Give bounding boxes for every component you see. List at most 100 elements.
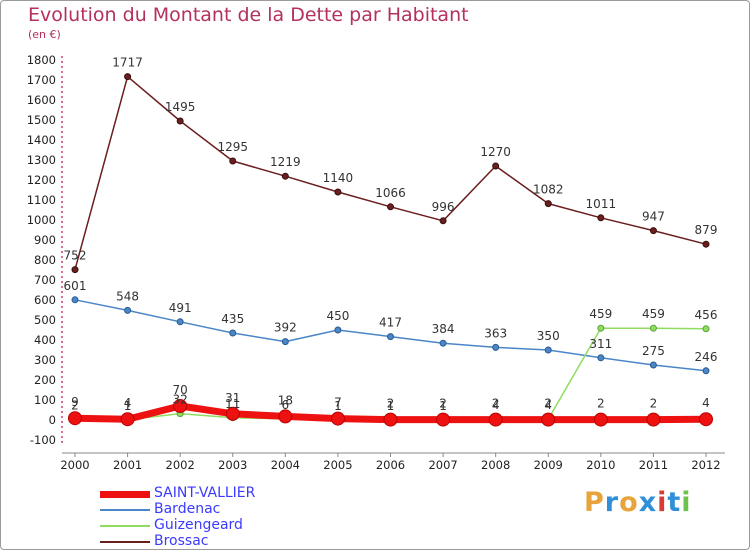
- y-tick-label: 1000: [27, 213, 56, 227]
- data-label-saint-vallier: 2: [544, 397, 552, 411]
- data-point-brossac: [176, 117, 184, 125]
- unit-label: (en €): [28, 28, 61, 41]
- data-point-guizengeard: [597, 324, 605, 332]
- logo-letter: t: [667, 487, 682, 518]
- y-tick-label: 1200: [27, 173, 56, 187]
- logo-letter: x: [638, 487, 658, 518]
- y-tick-label: 1300: [27, 153, 56, 167]
- x-tick-label: 2004: [271, 458, 300, 472]
- proxiti-logo: Proxiti: [584, 487, 692, 518]
- x-tick-label: 2000: [60, 458, 89, 472]
- data-point-bardenac: [71, 296, 79, 304]
- data-label-bardenac: 246: [695, 350, 718, 364]
- data-label-bardenac: 311: [589, 337, 612, 351]
- logo-letter: r: [604, 487, 620, 518]
- data-point-bardenac: [597, 354, 605, 362]
- data-point-saint-vallier: [68, 411, 82, 426]
- data-point-guizengeard: [649, 324, 657, 332]
- data-point-bardenac: [387, 333, 394, 341]
- data-label-bardenac: 350: [537, 329, 560, 343]
- x-tick-label: 2001: [113, 458, 142, 472]
- axes: -100 0 100 200 300 400 500 600 700 800 900 1000 1100…: [27, 53, 725, 472]
- data-point-saint-vallier: [593, 412, 608, 427]
- y-tick-label: 0: [49, 413, 56, 427]
- data-label-bardenac: 435: [221, 312, 244, 326]
- series-lines: [68, 73, 713, 427]
- x-tick-label: 2012: [691, 458, 720, 472]
- data-label-saint-vallier: 18: [278, 393, 293, 407]
- data-point-bardenac: [544, 346, 552, 354]
- legend-swatch: [100, 509, 150, 511]
- x-tick-label: 2007: [428, 458, 457, 472]
- data-point-saint-vallier: [120, 412, 135, 427]
- data-label-bardenac: 601: [64, 279, 87, 293]
- data-label-saint-vallier: 2: [597, 397, 605, 411]
- legend-swatch: [100, 541, 150, 543]
- data-label-saint-vallier: 70: [173, 383, 188, 397]
- y-tick-label: 500: [34, 313, 56, 327]
- data-label-bardenac: 417: [379, 316, 402, 330]
- data-point-brossac: [544, 200, 552, 208]
- data-label-bardenac: 275: [642, 344, 665, 358]
- x-tick-label: 2009: [534, 458, 563, 472]
- data-label-guizengeard: 456: [695, 308, 718, 322]
- data-label-brossac: 879: [695, 223, 718, 237]
- data-point-saint-vallier: [173, 399, 188, 413]
- data-point-brossac: [229, 157, 237, 165]
- data-label-saint-vallier: 4: [124, 396, 132, 410]
- data-label-guizengeard: 32: [173, 393, 188, 407]
- y-tick-label: 200: [34, 373, 56, 387]
- data-label-guizengeard: 11: [225, 397, 240, 411]
- data-label-guizengeard: 6: [282, 398, 290, 412]
- data-point-bardenac: [334, 326, 342, 334]
- y-tick-label: -100: [30, 433, 56, 447]
- data-point-saint-vallier: [699, 412, 713, 427]
- data-label-brossac: 1140: [323, 171, 354, 185]
- data-label-saint-vallier: 4: [702, 396, 710, 410]
- y-tick-label: 1100: [27, 193, 56, 207]
- data-point-saint-vallier: [330, 411, 345, 426]
- data-label-bardenac: 491: [169, 301, 192, 315]
- y-tick-label: 400: [34, 333, 56, 347]
- data-label-bardenac: 548: [116, 289, 139, 303]
- data-label-guizengeard: 1: [124, 399, 132, 413]
- data-point-saint-vallier: [383, 412, 398, 427]
- data-label-guizengeard: 459: [642, 307, 665, 321]
- data-point-bardenac: [124, 306, 132, 314]
- data-label-brossac: 1495: [165, 100, 196, 114]
- data-point-bardenac: [702, 367, 710, 375]
- data-point-guizengeard: [702, 325, 710, 333]
- y-tick-label: 700: [34, 273, 56, 287]
- data-point-brossac: [649, 227, 657, 235]
- data-label-saint-vallier: 7: [334, 396, 342, 410]
- data-point-saint-vallier: [488, 412, 503, 427]
- data-point-bardenac: [649, 361, 657, 369]
- data-label-saint-vallier: 31: [225, 391, 240, 405]
- logo-letter: o: [619, 487, 639, 518]
- x-tick-label: 2006: [376, 458, 405, 472]
- x-tick-label: 2003: [218, 458, 247, 472]
- legend-label: Guizengeard: [154, 517, 243, 533]
- legend-swatch: [100, 491, 150, 498]
- data-point-saint-vallier: [278, 409, 293, 424]
- data-label-brossac: 1270: [480, 145, 511, 159]
- data-label-bardenac: 450: [326, 309, 349, 323]
- data-point-saint-vallier: [541, 412, 556, 427]
- data-label-brossac: 1219: [270, 155, 301, 169]
- data-label-bardenac: 392: [274, 321, 297, 335]
- legend-label: Brossac: [154, 533, 209, 549]
- data-point-saint-vallier: [436, 412, 451, 427]
- y-tick-label: 1400: [27, 133, 56, 147]
- y-tick-label: 1700: [27, 73, 56, 87]
- y-tick-label: 1800: [27, 53, 56, 67]
- data-point-brossac: [439, 217, 447, 225]
- logo-letter: P: [584, 487, 605, 518]
- data-label-brossac: 1011: [586, 197, 617, 211]
- data-label-guizengeard: 1: [387, 399, 395, 413]
- data-label-brossac: 752: [64, 249, 87, 263]
- y-tick-label: 1600: [27, 93, 56, 107]
- data-point-brossac: [387, 203, 394, 211]
- data-label-brossac: 1717: [112, 56, 143, 70]
- data-label-saint-vallier: 2: [387, 397, 395, 411]
